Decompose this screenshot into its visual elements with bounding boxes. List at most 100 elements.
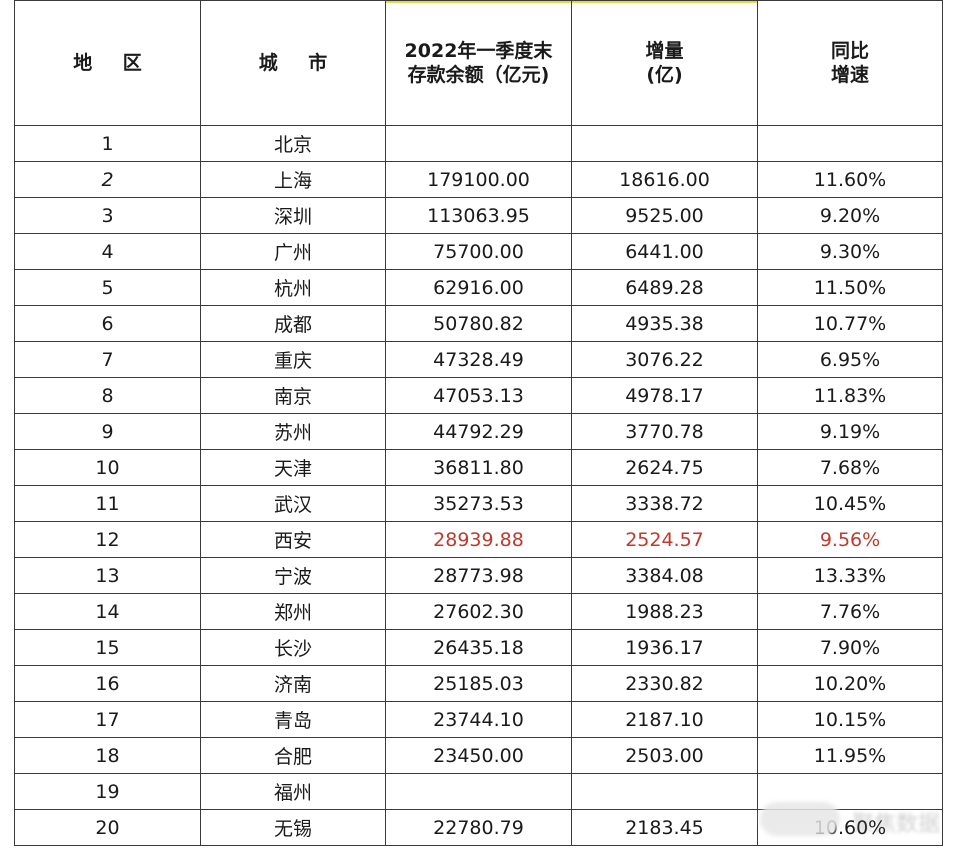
increase-cell: 4935.38	[571, 305, 758, 342]
table-row: 9 苏州 44792.29 3770.78 9.19%	[14, 413, 943, 450]
deposit-cell: 179100.00	[385, 161, 572, 198]
header-rank: 地 区	[14, 0, 201, 126]
rank-cell: 3	[14, 197, 201, 234]
deposit-cell: 28773.98	[385, 557, 572, 594]
header-growth-line1: 同比	[830, 40, 869, 62]
growth-cell: 7.76%	[757, 593, 943, 630]
city-cell: 天津	[200, 449, 386, 486]
deposit-cell: 22780.79	[385, 809, 572, 846]
rank-cell: 17	[14, 701, 201, 738]
deposit-cell: 50780.82	[385, 305, 572, 342]
watermark: 聚焦数据	[760, 788, 959, 849]
deposit-cell: 36811.80	[385, 449, 572, 486]
increase-cell: 2183.45	[571, 809, 758, 846]
city-cell: 南京	[200, 377, 386, 414]
increase-cell: 3770.78	[571, 413, 758, 450]
increase-cell: 18616.00	[571, 161, 758, 198]
increase-cell: 6441.00	[571, 233, 758, 270]
deposit-cell: 25185.03	[385, 665, 572, 702]
city-cell: 苏州	[200, 413, 386, 450]
deposit-cell: 44792.29	[385, 413, 572, 450]
table-row: 2 上海 179100.00 18616.00 11.60%	[14, 161, 943, 198]
deposit-cell: 47053.13	[385, 377, 572, 414]
header-increase-line1: 增量	[645, 40, 684, 62]
header-row: 地 区 城 市 2022年一季度末 存款余额（亿元) 增量 (亿) 同比 增速	[14, 0, 943, 126]
table-body: 1 北京 2 上海 179100.00 18616.00 11.60% 3 深圳 113063.9…	[14, 125, 943, 846]
watermark-logo-icon	[760, 802, 840, 836]
increase-cell: 2624.75	[571, 449, 758, 486]
deposit-cell: 23450.00	[385, 737, 572, 774]
deposit-ranking-table: 地 区 城 市 2022年一季度末 存款余额（亿元) 增量 (亿) 同比 增速 …	[14, 0, 943, 846]
increase-cell: 2330.82	[571, 665, 758, 702]
growth-cell: 10.15%	[757, 701, 943, 738]
table-row: 6 成都 50780.82 4935.38 10.77%	[14, 305, 943, 342]
increase-cell	[571, 773, 758, 810]
city-cell: 合肥	[200, 737, 386, 774]
city-cell: 成都	[200, 305, 386, 342]
city-cell: 北京	[200, 125, 386, 162]
city-cell: 广州	[200, 233, 386, 270]
growth-cell: 11.95%	[757, 737, 943, 774]
deposit-cell: 113063.95	[385, 197, 572, 234]
watermark-text: 聚焦数据	[852, 812, 941, 837]
table-row: 5 杭州 62916.00 6489.28 11.50%	[14, 269, 943, 306]
deposit-cell: 26435.18	[385, 629, 572, 666]
city-cell: 武汉	[200, 485, 386, 522]
header-increase-line2: (亿)	[646, 64, 683, 86]
table-row: 11 武汉 35273.53 3338.72 10.45%	[14, 485, 943, 522]
increase-cell: 1988.23	[571, 593, 758, 630]
growth-cell: 13.33%	[757, 557, 943, 594]
growth-cell: 9.56%	[757, 521, 943, 558]
header-deposit-line1: 2022年一季度末	[404, 40, 553, 62]
city-cell: 济南	[200, 665, 386, 702]
rank-cell: 8	[14, 377, 201, 414]
deposit-cell: 47328.49	[385, 341, 572, 378]
rank-cell: 5	[14, 269, 201, 306]
rank-cell: 16	[14, 665, 201, 702]
rank-cell: 14	[14, 593, 201, 630]
rank-cell: 9	[14, 413, 201, 450]
increase-cell: 3338.72	[571, 485, 758, 522]
table-row: 20 无锡 22780.79 2183.45 10.60%	[14, 809, 943, 846]
increase-cell	[571, 125, 758, 162]
header-growth: 同比 增速	[757, 0, 943, 126]
rank-cell: 7	[14, 341, 201, 378]
header-city: 城 市	[200, 0, 386, 126]
deposit-cell: 28939.88	[385, 521, 572, 558]
rank-cell: 2	[14, 161, 201, 198]
city-cell: 无锡	[200, 809, 386, 846]
header-deposit-line2: 存款余额（亿元)	[407, 64, 550, 86]
city-cell: 深圳	[200, 197, 386, 234]
growth-cell: 10.45%	[757, 485, 943, 522]
growth-cell	[757, 125, 943, 162]
table-row: 15 长沙 26435.18 1936.17 7.90%	[14, 629, 943, 666]
deposit-cell	[385, 125, 572, 162]
city-cell: 福州	[200, 773, 386, 810]
table-row: 14 郑州 27602.30 1988.23 7.76%	[14, 593, 943, 630]
growth-cell: 9.20%	[757, 197, 943, 234]
header-increase: 增量 (亿)	[571, 0, 758, 126]
growth-cell: 6.95%	[757, 341, 943, 378]
table-row: 12 西安 28939.88 2524.57 9.56%	[14, 521, 943, 558]
rank-cell: 6	[14, 305, 201, 342]
growth-cell: 7.68%	[757, 449, 943, 486]
growth-cell: 10.77%	[757, 305, 943, 342]
increase-cell: 2524.57	[571, 521, 758, 558]
header-growth-line2: 增速	[830, 64, 869, 86]
table-row: 7 重庆 47328.49 3076.22 6.95%	[14, 341, 943, 378]
table-row: 16 济南 25185.03 2330.82 10.20%	[14, 665, 943, 702]
table-row: 17 青岛 23744.10 2187.10 10.15%	[14, 701, 943, 738]
growth-cell: 9.30%	[757, 233, 943, 270]
deposit-cell: 62916.00	[385, 269, 572, 306]
city-cell: 郑州	[200, 593, 386, 630]
increase-cell: 3076.22	[571, 341, 758, 378]
city-cell: 杭州	[200, 269, 386, 306]
rank-cell: 10	[14, 449, 201, 486]
deposit-cell: 75700.00	[385, 233, 572, 270]
growth-cell: 11.50%	[757, 269, 943, 306]
rank-cell: 15	[14, 629, 201, 666]
increase-cell: 1936.17	[571, 629, 758, 666]
deposit-cell: 27602.30	[385, 593, 572, 630]
increase-cell: 2503.00	[571, 737, 758, 774]
